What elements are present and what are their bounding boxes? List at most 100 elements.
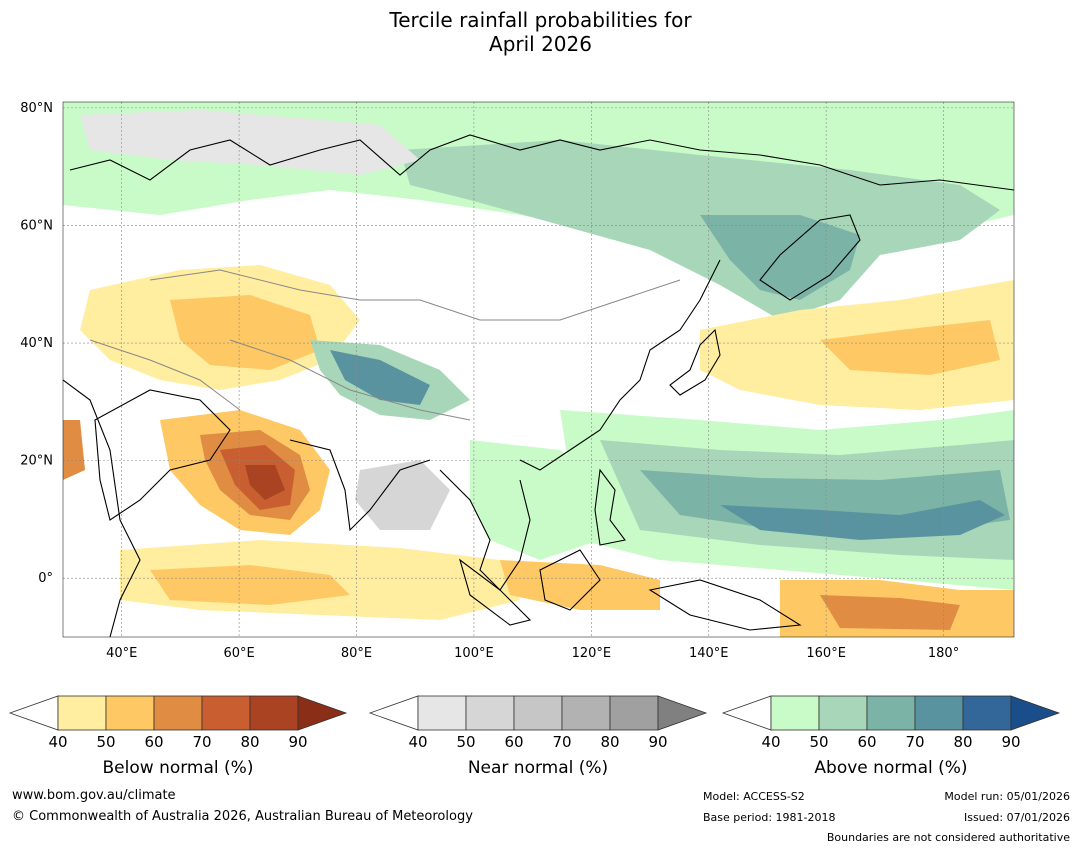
colorbar-segment — [249, 695, 299, 731]
colorbar-tick-label: 50 — [456, 733, 475, 750]
colorbar-tick-label: 80 — [953, 733, 972, 750]
base-period-text: Base period: 1981-2018 — [703, 811, 836, 824]
region-pacific-blue — [720, 500, 1005, 540]
colorbar-segment — [609, 695, 659, 731]
border-middle-east — [89, 339, 241, 411]
colorbar-tick-label: 60 — [504, 733, 523, 750]
colorbar-segment — [561, 695, 611, 731]
issued-text: Issued: 07/01/2026 — [963, 811, 1070, 824]
coastline-sumatra — [459, 558, 532, 626]
colorbar-near-label: Near normal (%) — [467, 758, 609, 778]
border-south-asia — [229, 339, 471, 421]
colorbar-tick-label: 40 — [408, 733, 427, 750]
border-central-asia — [149, 269, 681, 321]
lat-tick-label: 40°N — [20, 336, 53, 351]
colorbar-segment — [153, 695, 203, 731]
colorbar-segment — [513, 695, 563, 731]
colorbar-segment — [962, 695, 1012, 731]
title-line-2: April 2026 — [489, 32, 592, 56]
lon-tick-label: 60°E — [223, 646, 254, 661]
colorbar-segment — [57, 695, 107, 731]
chart-title: Tercile rainfall probabilities for April… — [0, 8, 1081, 56]
colorbar-tick-label: 90 — [288, 733, 307, 750]
disclaimer-text: Boundaries are not considered authoritat… — [826, 831, 1070, 844]
lat-tick-label: 80°N — [20, 101, 53, 116]
coastline-kamchatka — [759, 214, 861, 301]
colorbar-above: 40 50 60 70 80 90 — [721, 695, 1061, 750]
colorbar-extend-high — [1010, 695, 1061, 731]
region-arabian-sea-dark — [245, 465, 285, 500]
region-equatorial-orange — [150, 565, 350, 605]
colorbar-tick-label: 80 — [600, 733, 619, 750]
colorbar-tick-label: 60 — [857, 733, 876, 750]
colorbar-segment — [818, 695, 868, 731]
colorbar-tick-label: 80 — [240, 733, 259, 750]
colorbar-extend-low — [8, 695, 59, 731]
region-south-pacific-orange — [820, 595, 960, 630]
lon-tick-label: 120°E — [572, 646, 612, 661]
colorbar-segment — [201, 695, 251, 731]
copyright-text: © Commonwealth of Australia 2026, Austra… — [12, 809, 473, 824]
map-frame — [62, 101, 1015, 638]
lat-tick-label: 60°N — [20, 218, 53, 233]
coastline-new-guinea — [648, 579, 802, 631]
colorbar-tick-label: 70 — [905, 733, 924, 750]
colorbar-tick-label: 50 — [96, 733, 115, 750]
coastline-borneo — [539, 549, 601, 611]
colorbar-below-label: Below normal (%) — [102, 758, 254, 778]
colorbar-tick-label: 40 — [761, 733, 780, 750]
colorbar-tick-label: 40 — [48, 733, 67, 750]
colorbar-extend-high — [297, 695, 348, 731]
colorbar-below: 40 50 60 70 80 90 — [8, 695, 348, 750]
region-siberia-dark-green — [700, 215, 860, 300]
coastline-philippines — [594, 468, 626, 546]
colorbar-segment — [914, 695, 964, 731]
region-indochina-green — [470, 440, 600, 560]
region-tibet-dark — [330, 350, 430, 405]
colorbar-tick-label: 70 — [552, 733, 571, 750]
colorbar-segment — [417, 695, 467, 731]
coastline-india — [289, 439, 431, 532]
graticule — [63, 102, 1014, 637]
region-north-pacific-orange — [820, 320, 1000, 375]
colorbar-tick-label: 90 — [1001, 733, 1020, 750]
colorbar-near: 40 50 60 70 80 90 — [368, 695, 708, 750]
model-text: Model: ACCESS-S2 — [703, 790, 805, 803]
region-central-asia-white — [63, 215, 700, 340]
coastline-arctic — [69, 134, 1015, 191]
lon-tick-label: 40°E — [106, 646, 137, 661]
lon-tick-label: 160°E — [806, 646, 846, 661]
probability-fields — [63, 102, 1014, 637]
region-africa-horn-orange — [63, 420, 85, 480]
colorbar-segment — [105, 695, 155, 731]
lon-tick-label: 80°E — [341, 646, 372, 661]
coastline-arabia — [94, 389, 231, 521]
lat-tick-label: 0° — [38, 571, 53, 586]
coastlines — [62, 134, 1015, 638]
country-borders — [89, 269, 681, 421]
colorbar-segment — [770, 695, 820, 731]
region-west-grey — [80, 110, 420, 175]
region-bay-bengal-grey — [355, 460, 450, 530]
region-iran-orange — [170, 295, 320, 370]
region-siberia-mid-green — [400, 140, 1000, 320]
colorbar-extend-low — [721, 695, 772, 731]
colorbar-extend-low — [368, 695, 419, 731]
colorbar-above-label: Above normal (%) — [814, 758, 968, 778]
coastline-east-asia — [519, 259, 721, 471]
coastline-japan — [669, 328, 721, 396]
model-run-text: Model run: 05/01/2026 — [944, 790, 1070, 803]
lon-tick-label: 140°E — [689, 646, 729, 661]
longitude-labels: 40°E 60°E 80°E 100°E 120°E 140°E 160°E 180° — [106, 646, 959, 661]
colorbar-segment — [465, 695, 515, 731]
website-link[interactable]: www.bom.gov.au/climate — [12, 788, 176, 803]
colorbar-segment — [866, 695, 916, 731]
colorbar-tick-label: 70 — [192, 733, 211, 750]
colorbar-tick-label: 60 — [144, 733, 163, 750]
title-line-1: Tercile rainfall probabilities for — [389, 8, 692, 32]
latitude-labels: 80°N 60°N 40°N 20°N 0° — [20, 101, 53, 586]
colorbar-tick-label: 90 — [648, 733, 667, 750]
colorbar-extend-high — [657, 695, 708, 731]
lon-tick-label: 100°E — [454, 646, 494, 661]
